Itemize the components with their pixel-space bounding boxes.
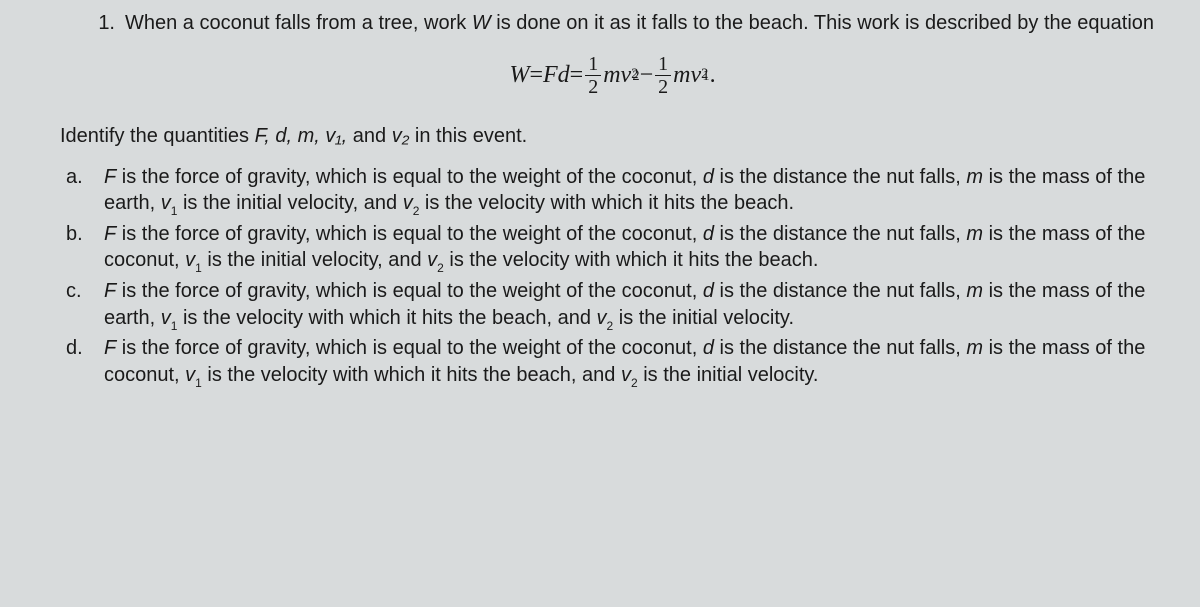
choice-b[interactable]: b. F is the force of gravity, which is e… <box>60 221 1165 276</box>
stem-var-w: W <box>472 12 491 34</box>
choice-d-label: d. <box>60 335 104 390</box>
term1-v: v <box>621 60 632 92</box>
term1-sub: 2 <box>632 67 639 86</box>
term2-m: m <box>673 60 690 92</box>
eq-minus: − <box>640 60 654 92</box>
identify-after: in this event. <box>409 125 527 147</box>
stem-before: When a coconut falls from a tree, work <box>125 12 472 34</box>
eq-equals-2: = <box>570 60 584 92</box>
question-number: 1. <box>60 10 125 36</box>
eq-period: . <box>710 60 716 92</box>
question-stem: When a coconut falls from a tree, work W… <box>125 10 1165 36</box>
choice-d-text: F is the force of gravity, which is equa… <box>104 335 1165 390</box>
choice-b-label: b. <box>60 221 104 276</box>
choice-a-text: F is the force of gravity, which is equa… <box>104 164 1165 219</box>
choice-a-label: a. <box>60 164 104 219</box>
choice-d[interactable]: d. F is the force of gravity, which is e… <box>60 335 1165 390</box>
identify-v2: v₂ <box>392 125 410 147</box>
frac2-den: 2 <box>655 76 671 97</box>
identify-line: Identify the quantities F, d, m, v₁, and… <box>60 123 1165 149</box>
frac1-num: 1 <box>585 54 601 76</box>
term2-v: v <box>691 60 702 92</box>
eq-w: W <box>509 60 529 92</box>
choice-c-text: F is the force of gravity, which is equa… <box>104 278 1165 333</box>
term2-sub: 1 <box>702 67 709 86</box>
choice-c-label: c. <box>60 278 104 333</box>
identify-mid: and <box>347 125 391 147</box>
fraction-1: 1 2 <box>585 54 601 97</box>
choice-a[interactable]: a. F is the force of gravity, which is e… <box>60 164 1165 219</box>
choice-c[interactable]: c. F is the force of gravity, which is e… <box>60 278 1165 333</box>
eq-fd: Fd <box>543 60 570 92</box>
question-stem-row: 1. When a coconut falls from a tree, wor… <box>60 10 1165 36</box>
choice-b-text: F is the force of gravity, which is equa… <box>104 221 1165 276</box>
frac2-num: 1 <box>655 54 671 76</box>
stem-after: is done on it as it falls to the beach. … <box>491 12 1154 34</box>
frac1-den: 2 <box>585 76 601 97</box>
equation: W = Fd = 1 2 mv22 − 1 2 mv21 . <box>60 54 1165 97</box>
eq-equals-1: = <box>529 60 543 92</box>
identify-before: Identify the quantities <box>60 125 255 147</box>
identify-vars: F, d, m, v₁, <box>255 125 348 147</box>
term1-m: m <box>603 60 620 92</box>
fraction-2: 1 2 <box>655 54 671 97</box>
physics-question-page: 1. When a coconut falls from a tree, wor… <box>0 0 1200 403</box>
